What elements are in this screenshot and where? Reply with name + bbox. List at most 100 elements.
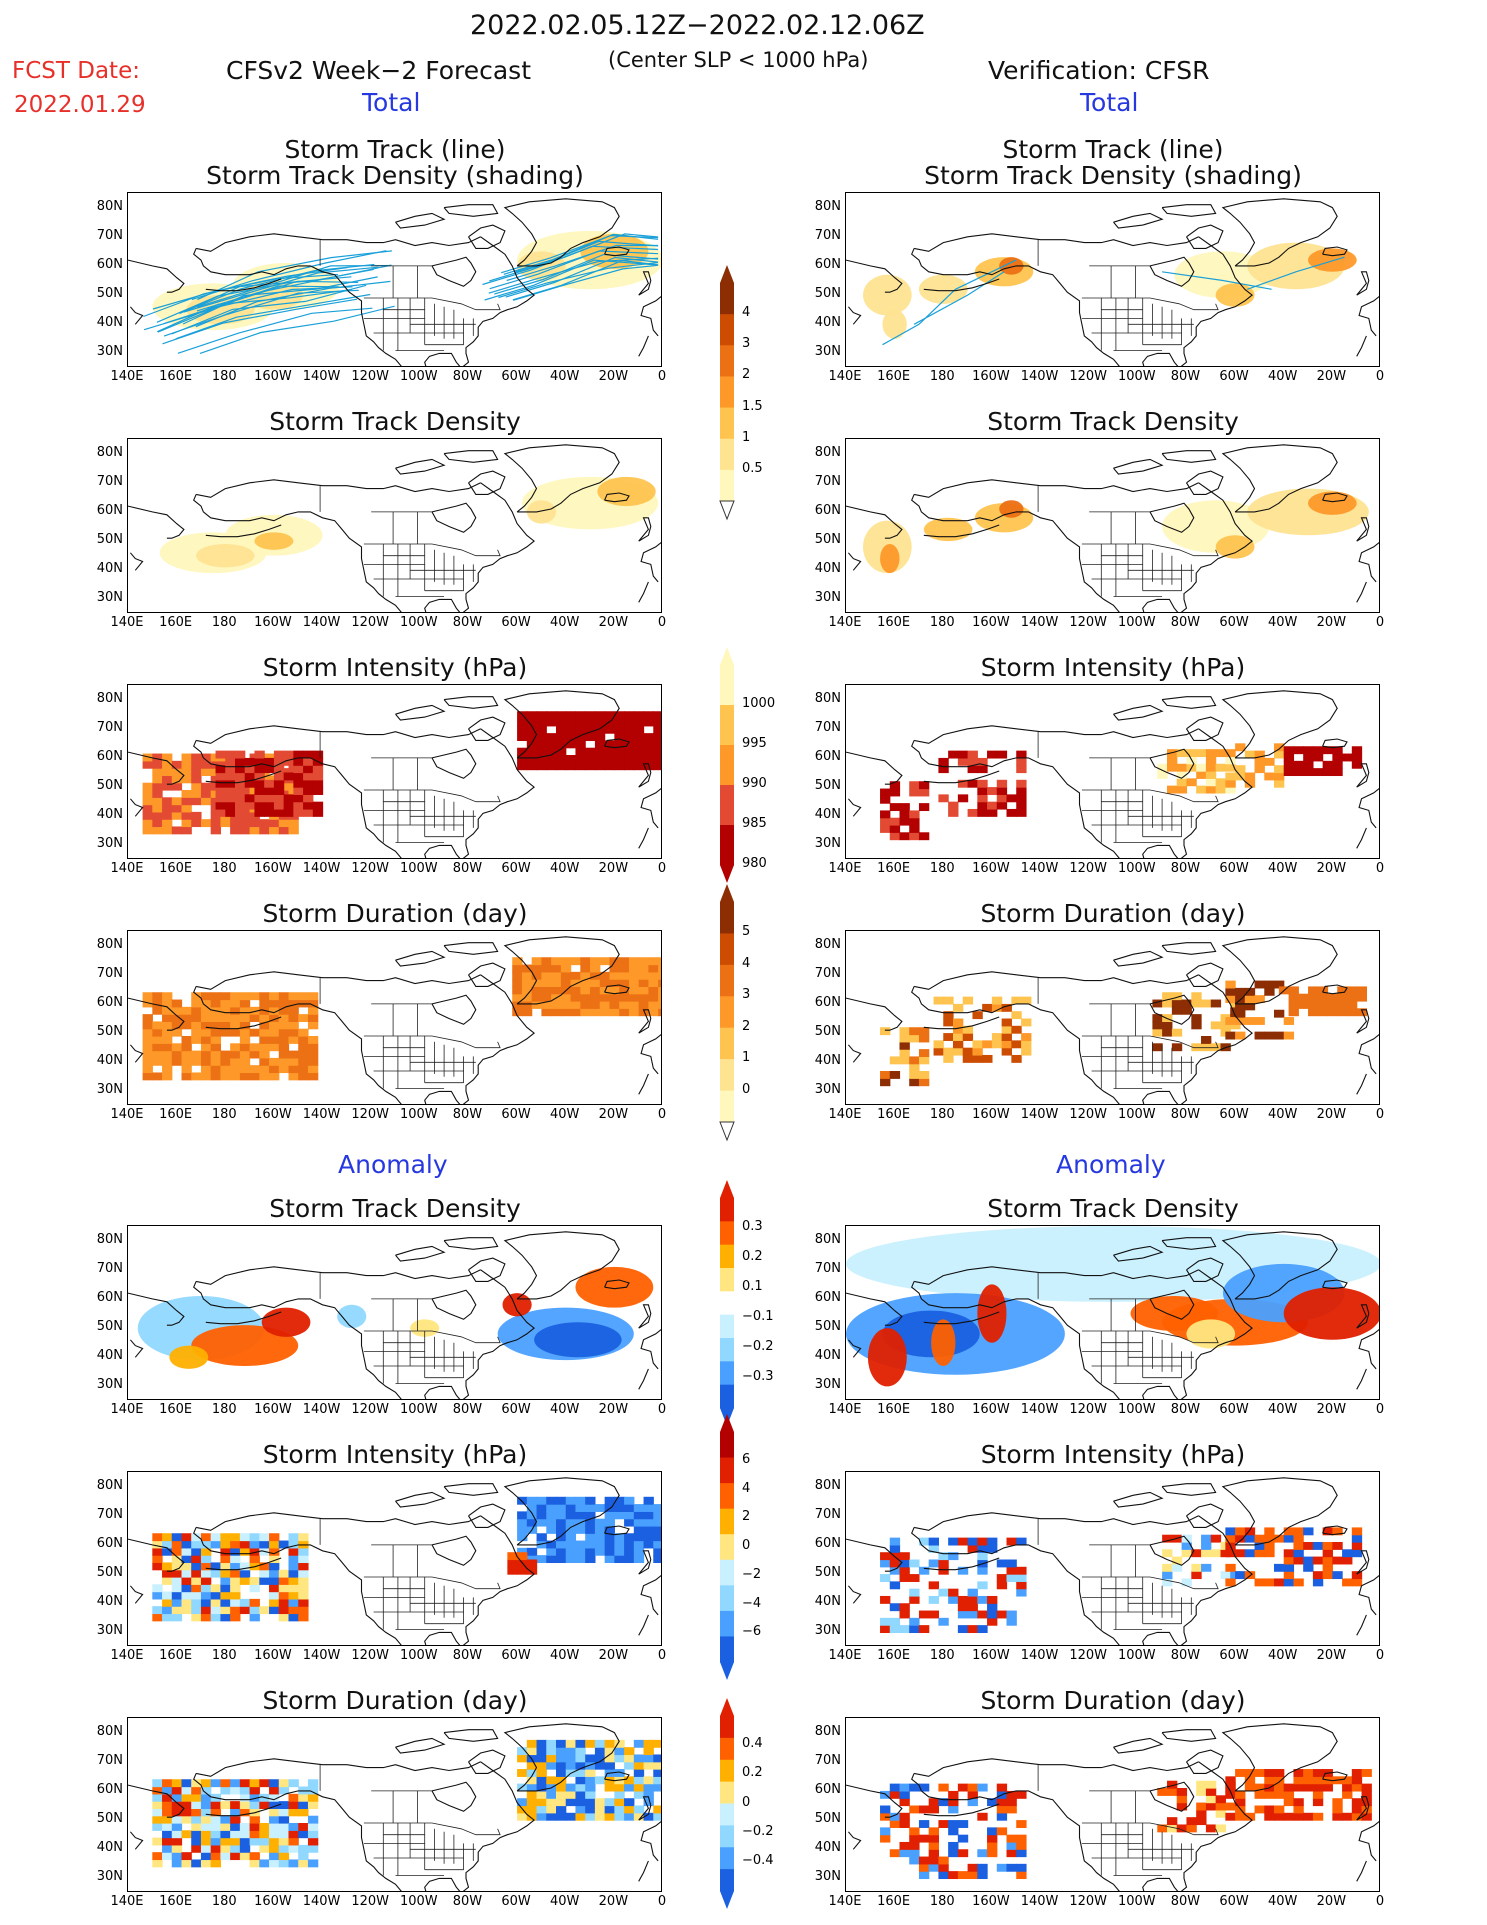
duration-cells-cell (551, 979, 562, 988)
anomaly-cells-cell (152, 1786, 163, 1795)
panel-verif-duration-map (846, 936, 1379, 1104)
intensity-cells-cell (585, 755, 596, 763)
anomaly-cells-cell (220, 1801, 231, 1810)
anomaly-cells-cell (585, 1783, 596, 1792)
anomaly-cells-cell (928, 1856, 940, 1865)
lon-tick-label: 160E (877, 1894, 911, 1909)
duration-cells-cell (278, 1043, 290, 1052)
duration-cells-cell (249, 992, 260, 1001)
intensity-cells-cell (1322, 760, 1333, 769)
anomaly-cells-cell (565, 1547, 577, 1556)
colorbar-total-density-swatch (720, 407, 734, 440)
anomaly-cells-cell (1312, 1783, 1324, 1792)
intensity-cells-cell (162, 768, 173, 777)
lon-tick-label: 80W (452, 369, 483, 384)
lat-tick-label: 30N (96, 1082, 123, 1098)
duration-cells-cell (307, 1072, 319, 1081)
anomaly-cells-cell (288, 1859, 299, 1868)
density-shading-contour (254, 532, 294, 550)
anomaly-cells-cell (1293, 1798, 1304, 1807)
duration-cells-cell (991, 1040, 1003, 1049)
anomaly-cells-cell (948, 1790, 959, 1799)
anomaly-cells-cell (546, 1761, 557, 1770)
anomaly-cells-cell (239, 1793, 251, 1802)
anomaly-cells-cell (259, 1562, 270, 1571)
colorbar-total-density-label: 1.5 (742, 398, 763, 414)
intensity-cells-cell (880, 817, 891, 826)
intensity-cells-cell (1332, 753, 1343, 762)
lon-tick-label: 120W (351, 1894, 389, 1909)
intensity-cells-cell (536, 725, 547, 734)
intensity-cells-cell (643, 755, 654, 763)
colorbar-total-density-label: 3 (742, 336, 751, 352)
anomaly-cells-cell (171, 1555, 183, 1564)
anomaly-cells-cell (977, 1581, 988, 1590)
intensity-cells-cell (526, 762, 538, 771)
anomaly-cells-cell (200, 1562, 212, 1571)
intensity-cells-cell (239, 826, 251, 835)
anomaly-cells-cell (1322, 1783, 1333, 1792)
duration-cells-cell (200, 1050, 212, 1059)
anomaly-cells-cell (1332, 1812, 1343, 1821)
anomaly-cells-cell (1016, 1820, 1027, 1828)
anomaly-cells-cell (269, 1562, 280, 1571)
anomaly-cells-cell (191, 1844, 202, 1853)
intensity-cells-cell (624, 747, 635, 756)
anomaly-cells-cell (918, 1625, 930, 1634)
intensity-cells-cell (273, 750, 285, 759)
anomaly-cells-cell (259, 1837, 270, 1846)
duration-cells-cell (142, 1050, 153, 1059)
intensity-cells-cell (215, 779, 226, 788)
lat-tick-label: 40N (96, 1348, 123, 1364)
intensity-cells-cell (948, 801, 959, 810)
intensity-cells-cell (1283, 760, 1295, 769)
anomaly-cells-cell (1167, 1780, 1178, 1789)
anomaly-cells-cell (191, 1793, 202, 1802)
anomaly-cells-cell (967, 1871, 978, 1880)
lat-tick-label: 50N (96, 778, 123, 794)
anomaly-cells-cell (546, 1525, 557, 1534)
anomaly-cells-cell (517, 1769, 528, 1777)
anomaly-cells-cell (977, 1871, 988, 1880)
duration-cells-cell (619, 1008, 630, 1017)
lon-tick-label: 180 (929, 1648, 955, 1663)
lon-tick-label: 80W (1170, 369, 1201, 384)
duration-cells-cell (142, 1028, 153, 1037)
anomaly-cells-cell (889, 1820, 901, 1828)
lon-tick-label: 160E (877, 615, 911, 630)
anomaly-cells-cell (653, 1555, 661, 1564)
duration-cells-cell (962, 996, 974, 1005)
anomaly-cells-cell (948, 1537, 959, 1546)
intensity-cells-cell (594, 718, 606, 727)
anomaly-cells-cell (556, 1739, 567, 1748)
anomaly-cells-cell (909, 1783, 920, 1792)
political-boundaries (319, 485, 501, 597)
lat-tick-label: 50N (96, 532, 123, 548)
intensity-cells-cell (633, 740, 645, 749)
lat-tick-label: 50N (814, 1811, 841, 1827)
lat-tick-label: 30N (814, 836, 841, 852)
lat-tick-label: 60N (814, 1535, 841, 1551)
intensity-cells-cell (653, 740, 661, 749)
political-boundaries (1037, 1764, 1219, 1876)
anomaly-cells-cell (230, 1830, 241, 1839)
panel-title-track_density_shading-0: Storm Track Density (shading) (206, 161, 584, 190)
slp-criteria: (Center SLP < 1000 hPa) (608, 48, 869, 72)
anomaly-cells-cell (1196, 1809, 1207, 1818)
intensity-cells-cell (996, 801, 1008, 810)
duration-cells-cell (551, 971, 562, 980)
anomaly-cells-cell (191, 1533, 202, 1542)
lon-tick-label: 80W (1170, 1402, 1201, 1417)
intensity-cells-cell (152, 753, 163, 762)
anomaly-cells-cell (1351, 1527, 1363, 1536)
anomaly-cells-cell (181, 1547, 192, 1556)
anomaly-cells-cell (536, 1555, 547, 1564)
anomaly-cells-cell (239, 1837, 251, 1846)
anomaly-cells-cell (1274, 1769, 1285, 1777)
intensity-cells-cell (546, 733, 557, 742)
anomaly-cells-cell (899, 1610, 910, 1619)
anomaly-cells-cell (1225, 1549, 1236, 1558)
anomaly-cells-cell (575, 1769, 586, 1777)
duration-cells-cell (1346, 993, 1358, 1002)
duration-cells-cell (1288, 1008, 1299, 1017)
